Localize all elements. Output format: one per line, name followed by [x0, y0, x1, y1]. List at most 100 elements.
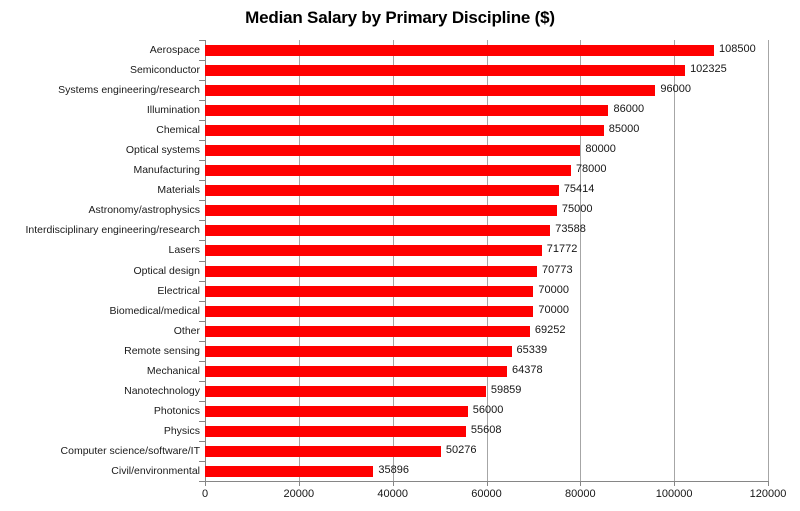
bar-row[interactable]: 85000 — [205, 120, 768, 141]
x-tick — [486, 481, 488, 486]
bar[interactable] — [205, 145, 581, 157]
bar[interactable] — [205, 425, 466, 437]
x-tick-label: 40000 — [377, 488, 408, 500]
bar-row[interactable]: 108500 — [205, 40, 768, 61]
gridline — [768, 40, 769, 481]
category-label: Biomedical/medical — [109, 304, 200, 317]
bar[interactable] — [205, 345, 512, 357]
x-axis-tick-marks — [205, 481, 769, 487]
y-tick — [199, 460, 205, 462]
category-label: Physics — [163, 424, 200, 437]
bar[interactable] — [205, 405, 468, 417]
bar-row[interactable]: 78000 — [205, 160, 768, 181]
bar-row[interactable]: 64378 — [205, 361, 768, 382]
gridline — [392, 40, 394, 481]
bar[interactable] — [205, 165, 571, 177]
bar[interactable] — [205, 185, 559, 197]
bar[interactable] — [205, 105, 609, 117]
bar[interactable] — [205, 445, 441, 457]
y-tick — [199, 140, 205, 142]
bar-row[interactable]: 50276 — [205, 441, 768, 462]
y-tick — [199, 120, 205, 122]
bar-row[interactable]: 55608 — [205, 421, 768, 442]
gridline — [580, 40, 582, 481]
bar-value-label: 55608 — [470, 423, 502, 436]
bar-row[interactable]: 35896 — [205, 461, 768, 482]
bar[interactable] — [205, 85, 656, 97]
category-label: Photonics — [153, 404, 200, 417]
bar-value-label: 102325 — [690, 63, 727, 76]
bar-value-label: 64378 — [512, 363, 543, 376]
bar-row[interactable]: 73588 — [205, 220, 768, 241]
bar[interactable] — [205, 125, 604, 137]
y-tick — [199, 280, 205, 282]
bar-value-label: 71772 — [546, 243, 578, 256]
category-label: Aerospace — [149, 44, 200, 56]
category-label: Remote sensing — [124, 344, 200, 357]
bar-row[interactable]: 86000 — [205, 100, 768, 121]
bar-value-label: 108500 — [719, 43, 756, 55]
bar-row[interactable]: 69252 — [205, 321, 768, 342]
y-tick — [199, 260, 205, 262]
bar-row[interactable]: 96000 — [205, 80, 768, 101]
bar[interactable] — [205, 385, 486, 397]
y-tick — [199, 300, 205, 302]
bar-value-label: 73588 — [555, 223, 586, 236]
bar-row[interactable]: 59859 — [205, 381, 768, 402]
x-tick-label: 80000 — [565, 488, 596, 500]
x-axis-tick-labels: 0 20000 40000 60000 80000 100000 120000 — [0, 487, 800, 507]
y-tick — [199, 320, 205, 322]
bar-row[interactable]: 65339 — [205, 341, 768, 362]
x-tick — [205, 481, 206, 486]
y-tick — [199, 100, 205, 102]
y-tick — [199, 40, 205, 41]
x-tick — [392, 481, 394, 486]
gridline — [298, 40, 300, 481]
category-label: Civil/environmental — [111, 464, 200, 477]
chart-title: Median Salary by Primary Discipline ($) — [245, 8, 555, 27]
bar-row[interactable]: 56000 — [205, 401, 768, 422]
bar-value-label: 86000 — [613, 103, 645, 116]
bar-value-label: 80000 — [585, 143, 616, 156]
bar[interactable] — [205, 225, 551, 237]
bar[interactable] — [205, 285, 534, 297]
x-tick — [674, 481, 676, 486]
bar-value-label: 65339 — [516, 343, 548, 356]
bar-row[interactable]: 70000 — [205, 281, 768, 302]
gridline — [486, 40, 488, 481]
bar[interactable] — [205, 465, 374, 477]
bar-row[interactable]: 75414 — [205, 180, 768, 201]
category-label: Interdisciplinary engineering/research — [25, 224, 200, 237]
bar[interactable] — [205, 245, 542, 257]
bar-row[interactable]: 102325 — [205, 60, 768, 81]
x-tick — [580, 481, 582, 486]
bar[interactable] — [205, 45, 715, 56]
bar[interactable] — [205, 65, 686, 77]
category-label: Astronomy/astrophysics — [88, 204, 200, 217]
bar[interactable] — [205, 325, 530, 337]
y-tick — [199, 200, 205, 202]
bar[interactable] — [205, 205, 557, 217]
bar-value-label: 96000 — [660, 83, 691, 96]
y-tick — [199, 340, 205, 342]
bar[interactable] — [205, 305, 534, 317]
y-tick — [199, 180, 205, 182]
x-tick-label: 0 — [201, 488, 209, 500]
bar-value-label: 75414 — [563, 183, 595, 196]
y-axis-tick-marks — [199, 40, 205, 482]
bar-row[interactable]: 70773 — [205, 261, 768, 282]
bar-row[interactable]: 75000 — [205, 200, 768, 221]
category-label: Mechanical — [146, 364, 200, 377]
bar[interactable] — [205, 365, 508, 377]
bar-row[interactable]: 70000 — [205, 301, 768, 322]
bar[interactable] — [205, 265, 538, 277]
y-tick — [199, 240, 205, 242]
x-tick — [768, 481, 769, 486]
y-tick — [199, 160, 205, 162]
bar-row[interactable]: 80000 — [205, 140, 768, 161]
category-label: Other — [173, 324, 200, 337]
bar-row[interactable]: 71772 — [205, 240, 768, 261]
x-tick — [298, 481, 300, 486]
category-label: Systems engineering/research — [58, 84, 200, 97]
